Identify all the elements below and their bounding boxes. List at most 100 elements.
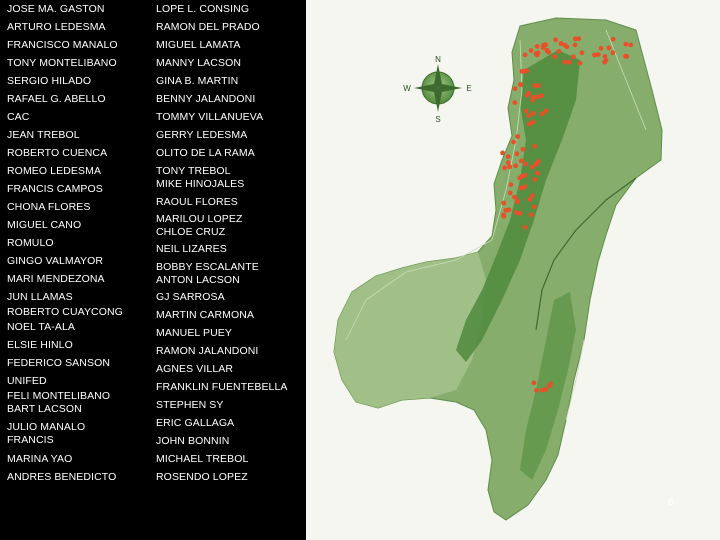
- location-marker: [526, 121, 532, 127]
- location-marker: [529, 193, 535, 199]
- location-marker: [507, 164, 512, 170]
- name-entry: FEDERICO SANSON: [7, 357, 111, 369]
- location-marker: [610, 36, 616, 42]
- name-entry: LOPE L. CONSING: [156, 3, 250, 15]
- name-entry: RAMON JALANDONI: [156, 345, 259, 357]
- name-entry: AGNES VILLAR: [156, 363, 234, 375]
- name-entry: MIKE HINOJALES: [156, 178, 245, 190]
- location-marker: [523, 161, 528, 167]
- compass-east-label: E: [466, 84, 471, 93]
- location-marker: [532, 177, 538, 182]
- name-entry: CHLOE CRUZ: [156, 226, 226, 238]
- name-entry: JOSE MA. GASTON: [7, 3, 105, 15]
- location-marker: [628, 42, 634, 48]
- location-marker: [529, 212, 534, 218]
- name-entry: ROMULO: [7, 237, 54, 249]
- location-marker: [515, 134, 521, 139]
- names-panel: JOSE MA. GASTON ARTURO LEDESMA FRANCISCO…: [0, 0, 306, 540]
- location-marker: [518, 185, 524, 191]
- name-entry: JEAN TREBOL: [7, 129, 80, 141]
- location-marker: [577, 60, 583, 66]
- location-marker: [515, 198, 521, 204]
- page-number: 6: [668, 496, 675, 508]
- location-marker: [508, 182, 514, 188]
- name-entry: ELSIE HINLO: [7, 339, 73, 351]
- compass-south-label: S: [435, 115, 440, 124]
- location-marker: [556, 48, 562, 54]
- location-marker: [519, 68, 525, 74]
- location-marker: [576, 36, 582, 42]
- location-marker: [552, 54, 558, 59]
- name-entry: FRANCIS CAMPOS: [7, 183, 103, 195]
- location-marker: [522, 172, 528, 178]
- location-marker: [533, 161, 539, 167]
- location-marker: [524, 92, 530, 98]
- location-marker: [606, 45, 612, 51]
- location-marker: [566, 59, 572, 65]
- name-entry: OLITO DE LA RAMA: [156, 147, 255, 159]
- location-marker: [527, 197, 533, 202]
- name-entry: TONY MONTELIBANO: [7, 57, 117, 69]
- name-entry: SERGIO HILADO: [7, 75, 92, 87]
- name-entry: MIGUEL CANO: [7, 219, 82, 231]
- compass-north-label: N: [435, 55, 441, 64]
- name-entry: MANNY LACSON: [156, 57, 242, 69]
- location-marker: [532, 143, 538, 149]
- location-marker: [543, 42, 549, 48]
- name-entry: BENNY JALANDONI: [156, 93, 256, 105]
- location-marker: [535, 50, 541, 56]
- name-entry: UNIFED: [7, 375, 47, 387]
- location-marker: [520, 146, 526, 152]
- location-marker: [514, 210, 519, 215]
- name-entry: ROBERTO CUENCA: [7, 147, 108, 159]
- name-entry: GERRY LEDESMA: [156, 129, 248, 141]
- location-marker: [531, 380, 537, 386]
- location-marker: [624, 54, 630, 59]
- name-entry: MIGUEL LAMATA: [156, 39, 241, 51]
- location-marker: [539, 93, 545, 99]
- name-entry: JOHN BONNIN: [156, 435, 230, 447]
- location-marker: [610, 50, 616, 56]
- name-entry: GINA B. MARTIN: [156, 75, 239, 87]
- compass-west-label: W: [403, 84, 411, 93]
- name-entry: MANUEL PUEY: [156, 327, 232, 339]
- location-markers: [500, 36, 634, 393]
- name-entry: FELI MONTELIBANO: [7, 390, 111, 402]
- name-entry: JUN LLAMAS: [7, 291, 73, 303]
- location-marker: [501, 212, 506, 218]
- location-marker: [539, 387, 545, 393]
- location-marker: [623, 41, 629, 47]
- name-entry: NEIL LIZARES: [156, 243, 227, 255]
- location-marker: [507, 190, 513, 196]
- location-marker: [530, 119, 536, 125]
- location-marker: [572, 36, 578, 42]
- island-map-graphic: N E S W: [306, 0, 720, 540]
- name-entry: MARINA YAO: [7, 453, 73, 465]
- name-entry: CHONA FLORES: [7, 201, 91, 213]
- location-marker: [539, 111, 545, 117]
- name-entry: ANDRES BENEDICTO: [7, 471, 117, 483]
- location-marker: [526, 113, 532, 118]
- location-marker: [595, 52, 601, 57]
- name-entry: ANTON LACSON: [156, 274, 240, 286]
- location-marker: [572, 42, 578, 48]
- location-marker: [532, 83, 538, 88]
- location-marker: [500, 150, 505, 156]
- location-marker: [530, 94, 536, 100]
- name-entry: BART LACSON: [7, 403, 82, 415]
- location-marker: [518, 158, 524, 164]
- location-marker: [523, 108, 529, 114]
- location-marker: [531, 111, 536, 116]
- location-marker: [531, 204, 537, 210]
- name-entry: FRANCISCO MANALO: [7, 39, 118, 51]
- name-entry: FRANKLIN FUENTEBELLA: [156, 381, 288, 393]
- location-marker: [602, 54, 608, 59]
- location-marker: [517, 211, 523, 216]
- name-entry: TONY TREBOL: [156, 165, 231, 177]
- location-marker: [534, 44, 540, 49]
- name-entry: NOEL TA-ALA: [7, 321, 76, 333]
- name-entry: CAC: [7, 111, 30, 123]
- location-marker: [512, 194, 517, 200]
- location-marker: [522, 52, 528, 58]
- name-entry: MARTIN CARMONA: [156, 309, 255, 321]
